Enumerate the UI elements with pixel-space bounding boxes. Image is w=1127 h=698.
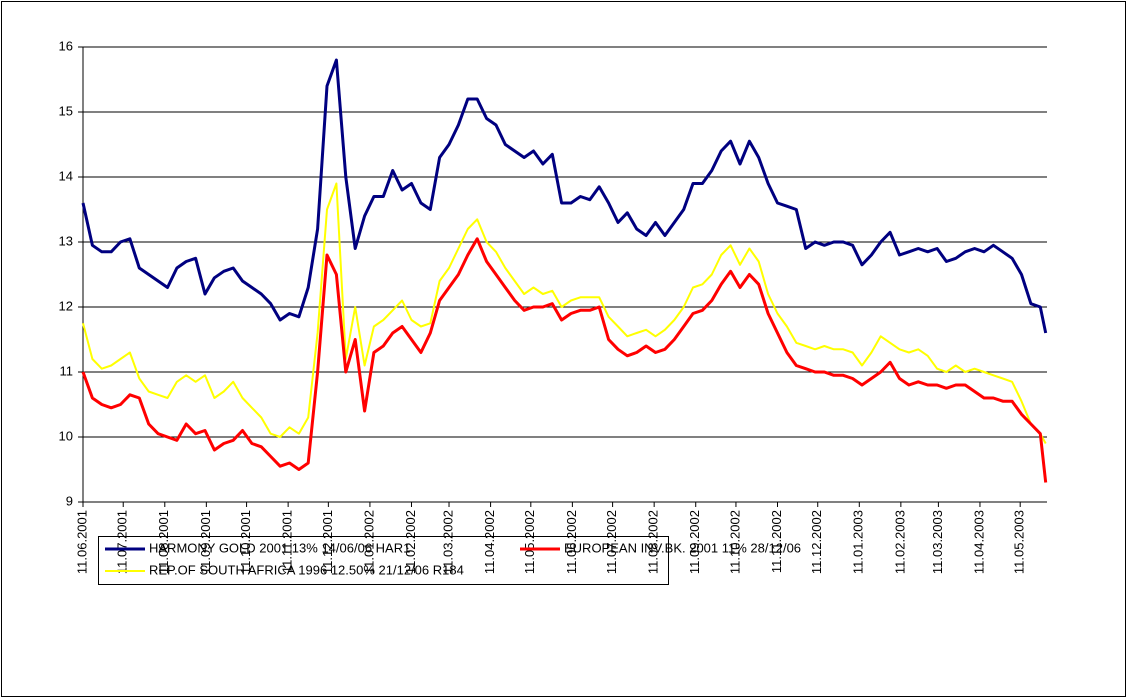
x-tick-label: 11.05.2002 — [522, 510, 537, 574]
y-tick-label: 14 — [59, 168, 73, 183]
x-tick-label: 11.09.2002 — [687, 510, 702, 574]
x-tick-label: 11.04.2003 — [971, 510, 986, 574]
x-tick-label: 11.07.2001 — [115, 510, 130, 574]
legend-box — [98, 536, 669, 585]
x-tick-label: 11.10.2001 — [238, 510, 253, 574]
legend-label: EUROPEAN INV.BK. 2001 11% 28/12/06 — [564, 540, 801, 555]
legend-label: HARMONY GOLD 2001 13% 14/06/06 HAR1 — [149, 540, 410, 555]
x-tick-label: 11.06.2002 — [564, 510, 579, 574]
y-tick-label: 10 — [59, 428, 73, 443]
x-tick-label: 11.02.2003 — [892, 510, 907, 574]
series-line — [81, 237, 1048, 483]
x-tick-label: 11.05.2003 — [1012, 510, 1027, 574]
x-tick-label: 11.09.2001 — [198, 510, 213, 574]
x-tick-label: 11.12.2002 — [809, 510, 824, 574]
y-tick-label: 9 — [66, 493, 73, 508]
x-tick-label: 11.02.2002 — [403, 510, 418, 574]
x-tick-label: 11.11.2002 — [769, 510, 784, 573]
x-tick-label: 11.03.2002 — [440, 510, 455, 574]
y-tick-label: 16 — [59, 38, 73, 53]
x-tick-label: 11.01.2002 — [361, 510, 376, 574]
x-tick-label: 11.04.2002 — [482, 510, 497, 574]
x-tick-label: 11.06.2001 — [74, 510, 89, 574]
series-line — [81, 58, 1048, 334]
y-tick-label: 13 — [59, 233, 73, 248]
x-tick-label: 11.08.2001 — [156, 510, 171, 574]
x-tick-label: 11.07.2002 — [604, 510, 619, 574]
x-tick-label: 11.12.2001 — [320, 510, 335, 574]
x-tick-label: 11.01.2003 — [851, 510, 866, 574]
y-tick-label: 15 — [59, 103, 73, 118]
x-tick-label: 11.10.2002 — [727, 510, 742, 574]
x-tick-label: 11.11.2001 — [280, 510, 295, 573]
x-tick-label: 11.08.2002 — [646, 510, 661, 574]
series-line — [82, 182, 1047, 444]
legend-label: REP.OF SOUTH AFRICA 1996 12.50% 21/12/06… — [149, 562, 464, 577]
y-tick-label: 11 — [60, 363, 74, 378]
y-tick-label: 12 — [59, 298, 73, 313]
x-tick-label: 11.03.2003 — [930, 510, 945, 574]
